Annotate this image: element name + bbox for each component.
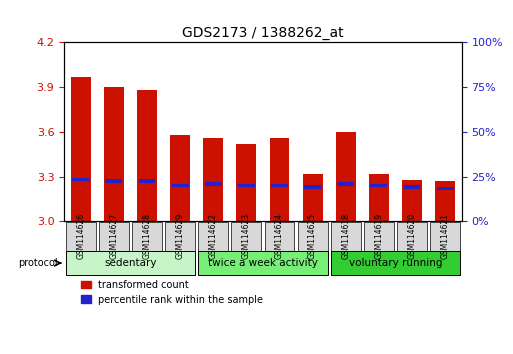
Bar — [72, 178, 89, 181]
Bar — [139, 179, 155, 183]
FancyBboxPatch shape — [99, 222, 129, 251]
FancyBboxPatch shape — [66, 251, 195, 275]
Bar — [238, 184, 255, 187]
FancyBboxPatch shape — [430, 222, 460, 251]
Bar — [303, 173, 323, 221]
FancyBboxPatch shape — [331, 222, 361, 251]
FancyBboxPatch shape — [231, 222, 261, 251]
Bar — [402, 179, 422, 221]
FancyBboxPatch shape — [199, 222, 228, 251]
Text: GSM114628: GSM114628 — [143, 213, 151, 259]
Bar — [337, 182, 354, 186]
Bar — [170, 135, 190, 221]
Text: GSM114621: GSM114621 — [441, 213, 449, 259]
Bar — [370, 184, 387, 187]
Text: GSM114626: GSM114626 — [76, 213, 85, 259]
FancyBboxPatch shape — [331, 251, 460, 275]
Text: GSM114620: GSM114620 — [407, 213, 417, 259]
Bar — [172, 184, 189, 187]
Text: GSM114619: GSM114619 — [374, 213, 383, 259]
Text: protocol: protocol — [18, 258, 57, 268]
Text: GSM114622: GSM114622 — [209, 213, 218, 259]
Bar — [404, 185, 421, 189]
Bar — [205, 182, 222, 186]
FancyBboxPatch shape — [165, 222, 195, 251]
Bar — [137, 90, 157, 221]
Bar — [269, 138, 289, 221]
Text: GSM114618: GSM114618 — [341, 213, 350, 259]
Bar — [104, 87, 124, 221]
FancyBboxPatch shape — [265, 222, 294, 251]
Bar — [71, 77, 91, 221]
FancyBboxPatch shape — [66, 222, 95, 251]
Text: GSM114627: GSM114627 — [109, 213, 119, 259]
FancyBboxPatch shape — [199, 251, 327, 275]
Text: GSM114624: GSM114624 — [275, 213, 284, 259]
Bar — [271, 184, 288, 187]
Bar — [236, 144, 256, 221]
Text: voluntary running: voluntary running — [349, 258, 442, 268]
Text: GSM114629: GSM114629 — [175, 213, 185, 259]
FancyBboxPatch shape — [364, 222, 394, 251]
FancyBboxPatch shape — [132, 222, 162, 251]
Title: GDS2173 / 1388262_at: GDS2173 / 1388262_at — [182, 26, 344, 40]
Legend: transformed count, percentile rank within the sample: transformed count, percentile rank withi… — [81, 280, 263, 304]
FancyBboxPatch shape — [298, 222, 327, 251]
Bar — [336, 132, 356, 221]
Text: GSM114625: GSM114625 — [308, 213, 317, 259]
Text: twice a week activity: twice a week activity — [208, 258, 318, 268]
Bar — [435, 181, 455, 221]
Bar — [369, 173, 389, 221]
Bar — [437, 187, 453, 190]
Text: sedentary: sedentary — [104, 258, 156, 268]
Text: GSM114623: GSM114623 — [242, 213, 251, 259]
Bar — [203, 138, 223, 221]
Bar — [105, 179, 122, 183]
Bar — [304, 185, 321, 189]
FancyBboxPatch shape — [397, 222, 427, 251]
